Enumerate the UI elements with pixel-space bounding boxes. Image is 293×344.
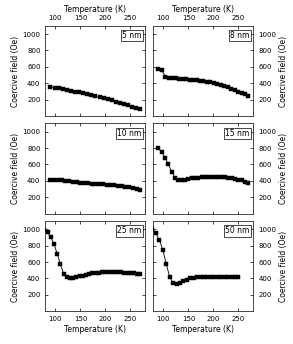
- Y-axis label: Coercive field (Oe): Coercive field (Oe): [11, 35, 20, 107]
- Text: 5 nm: 5 nm: [122, 31, 142, 40]
- Y-axis label: Coercive field (Oe): Coercive field (Oe): [11, 133, 20, 204]
- X-axis label: Temperature (K): Temperature (K): [173, 5, 234, 14]
- X-axis label: Temperature (K): Temperature (K): [64, 5, 126, 14]
- Y-axis label: Coercive field (Oe): Coercive field (Oe): [279, 230, 288, 302]
- Text: 15 nm: 15 nm: [225, 129, 249, 138]
- X-axis label: Temperature (K): Temperature (K): [64, 325, 126, 334]
- Text: 50 nm: 50 nm: [225, 226, 249, 235]
- Text: 10 nm: 10 nm: [117, 129, 142, 138]
- Y-axis label: Coercive field (Oe): Coercive field (Oe): [11, 230, 20, 302]
- Y-axis label: Coercive field (Oe): Coercive field (Oe): [279, 133, 288, 204]
- Y-axis label: Coercive field (Oe): Coercive field (Oe): [279, 35, 288, 107]
- Text: 8 nm: 8 nm: [230, 31, 249, 40]
- X-axis label: Temperature (K): Temperature (K): [173, 325, 234, 334]
- Text: 25 nm: 25 nm: [117, 226, 142, 235]
